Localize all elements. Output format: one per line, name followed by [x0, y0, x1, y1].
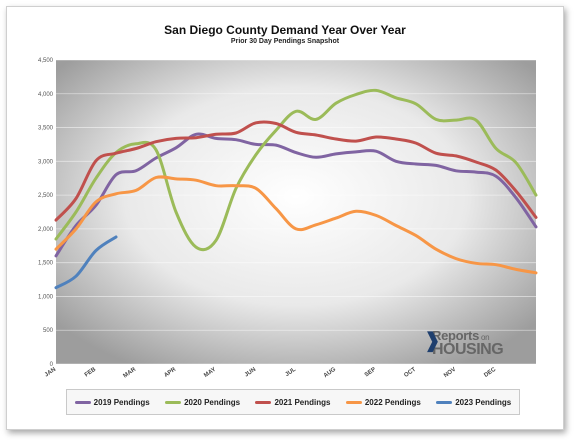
reports-on-housing-logo: ❱ Reports on HOUSING	[424, 328, 532, 364]
legend-item: 2020 Pendings	[165, 398, 240, 407]
chart-title: San Diego County Demand Year Over Year	[164, 23, 406, 37]
y-tick-label: 0	[50, 362, 54, 368]
y-tick-label: 1,500	[38, 261, 54, 267]
legend-label: 2020 Pendings	[184, 397, 241, 407]
y-tick-label: 2,500	[38, 193, 54, 199]
x-tick-label: APR	[163, 366, 177, 379]
x-tick-label: DEC	[483, 366, 497, 379]
x-tick-label: FEB	[84, 366, 98, 378]
x-tick-label: MAR	[123, 366, 138, 379]
series-line-2019-pendings	[54, 132, 538, 258]
legend-swatch	[345, 400, 362, 404]
y-tick-label: 2,000	[38, 227, 54, 233]
legend-swatch	[165, 400, 182, 404]
series-line-2022-pendings	[54, 175, 538, 275]
y-tick-label: 1,000	[38, 294, 54, 300]
x-tick-label: JAN	[44, 367, 57, 379]
legend-item: 2022 Pendings	[345, 397, 421, 407]
x-tick-label: JUN	[244, 367, 257, 379]
y-tick-label: 3,000	[38, 159, 54, 165]
legend-swatch	[255, 400, 272, 404]
legend-label: 2022 Pendings	[364, 397, 421, 407]
x-tick-label: AUG	[323, 367, 338, 380]
chart-legend: 2019 Pendings 2020 Pendings 2021 Pendings 2…	[66, 389, 520, 415]
logo-top-text: Reports	[432, 328, 480, 343]
legend-item: 2023 Pendings	[436, 398, 511, 407]
legend-swatch	[436, 400, 453, 404]
x-tick-label: JUL	[284, 367, 297, 379]
logo-top-small: on	[481, 333, 490, 342]
y-tick-label: 4,000	[38, 92, 54, 98]
x-tick-label: SEP	[364, 367, 377, 379]
legend-label: 2023 Pendings	[455, 397, 512, 407]
chart-subtitle: Prior 30 Day Pendings Snapshot	[230, 38, 340, 45]
y-tick-label: 4,500	[38, 58, 54, 64]
series-line-2023-pendings	[54, 235, 118, 290]
legend-item: 2019 Pendings	[74, 397, 150, 407]
x-tick-label: NOV	[443, 367, 457, 379]
legend-item: 2021 Pendings	[255, 398, 330, 407]
legend-label: 2021 Pendings	[274, 397, 331, 407]
plot-area	[56, 60, 536, 364]
y-tick-label: 500	[43, 328, 54, 334]
logo-mark-icon: ❱	[424, 330, 441, 352]
x-tick-label: MAY	[203, 367, 217, 379]
y-tick-label: 3,500	[38, 126, 54, 132]
series-line-2021-pendings	[54, 120, 538, 222]
series-line-2020-pendings	[54, 88, 538, 252]
legend-swatch	[74, 400, 91, 404]
logo-bottom-text: HOUSING	[432, 341, 504, 358]
x-tick-label: OCT	[403, 367, 417, 379]
legend-label: 2019 Pendings	[93, 397, 150, 407]
